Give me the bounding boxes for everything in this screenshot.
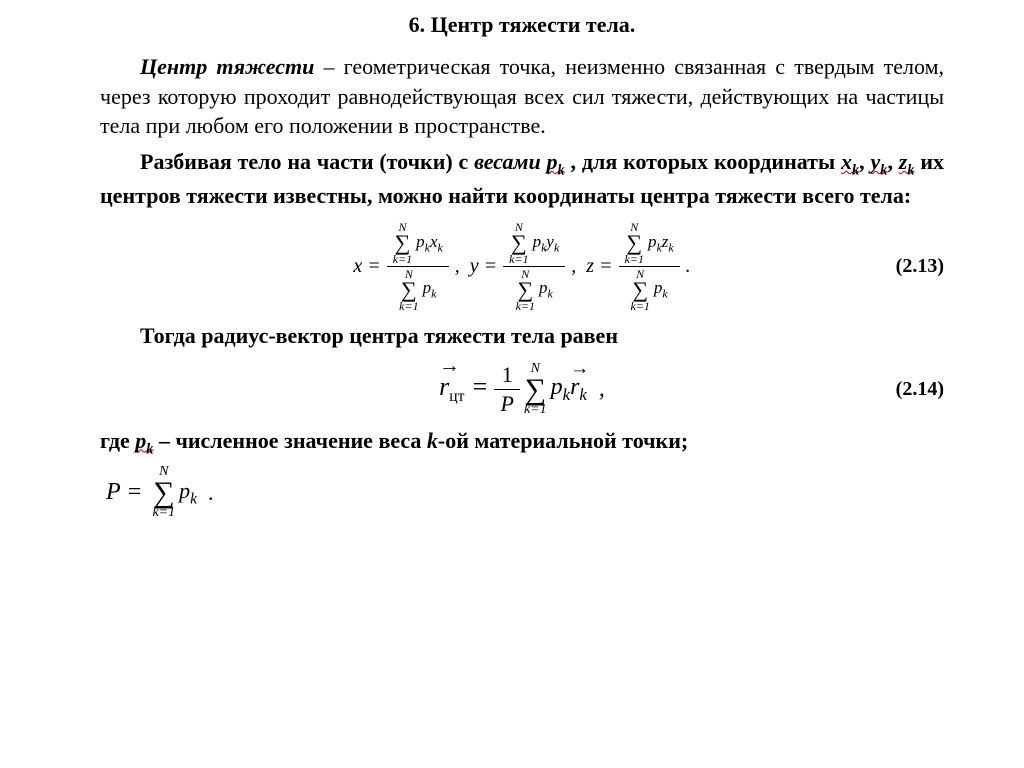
equation-2-14: rцт = 1 P N∑k=1 pk rk , (2.14) xyxy=(100,361,944,418)
frac-y: N∑k=1 pkyk N∑k=1 pk xyxy=(503,220,565,313)
where-paragraph: где pk – численное значение веса k-ой ма… xyxy=(100,426,944,460)
equation-2-13: x = N∑k=1 pkxk N∑k=1 pk , y = N∑k=1 pkyk… xyxy=(100,220,944,313)
definition-paragraph: Центр тяжести – геометрическая точка, не… xyxy=(100,52,944,141)
eq-number-214: (2.14) xyxy=(896,378,944,401)
frac-z: N∑k=1 pkzk N∑k=1 pk xyxy=(619,220,680,313)
text-b: , для кото­рых координаты xyxy=(565,149,841,174)
section-title: 6. Центр тяжести тела. xyxy=(100,12,944,38)
term-center-of-gravity: Центр тяжести xyxy=(140,54,314,79)
radius-vector-text: Тогда радиус-вектор центра тяжести тела … xyxy=(100,321,944,351)
text-weights: весами xyxy=(474,149,541,174)
eq-x: x = xyxy=(353,255,380,278)
equation-P-sum: P = N∑k=1 pk . xyxy=(100,465,944,520)
sym-zk-inline: zk xyxy=(899,149,915,174)
decomposition-paragraph: Разбивая тело на части (точки) с весами … xyxy=(100,147,944,210)
sym-yk-inline: yk xyxy=(871,149,888,174)
text-a: Разбивая тело на части (точки) с xyxy=(140,149,474,174)
frac-1P: 1 P xyxy=(494,361,519,418)
sym-xk-inline: xk xyxy=(841,149,859,174)
eq-number-213: (2.13) xyxy=(896,255,944,278)
frac-x: N∑k=1 pkxk N∑k=1 pk xyxy=(387,220,449,313)
eq-dot: . xyxy=(686,255,691,278)
vec-r-ct: r xyxy=(439,372,449,402)
sym-pk-inline: pk xyxy=(547,149,565,174)
sym-pk-where: pk xyxy=(135,428,153,453)
